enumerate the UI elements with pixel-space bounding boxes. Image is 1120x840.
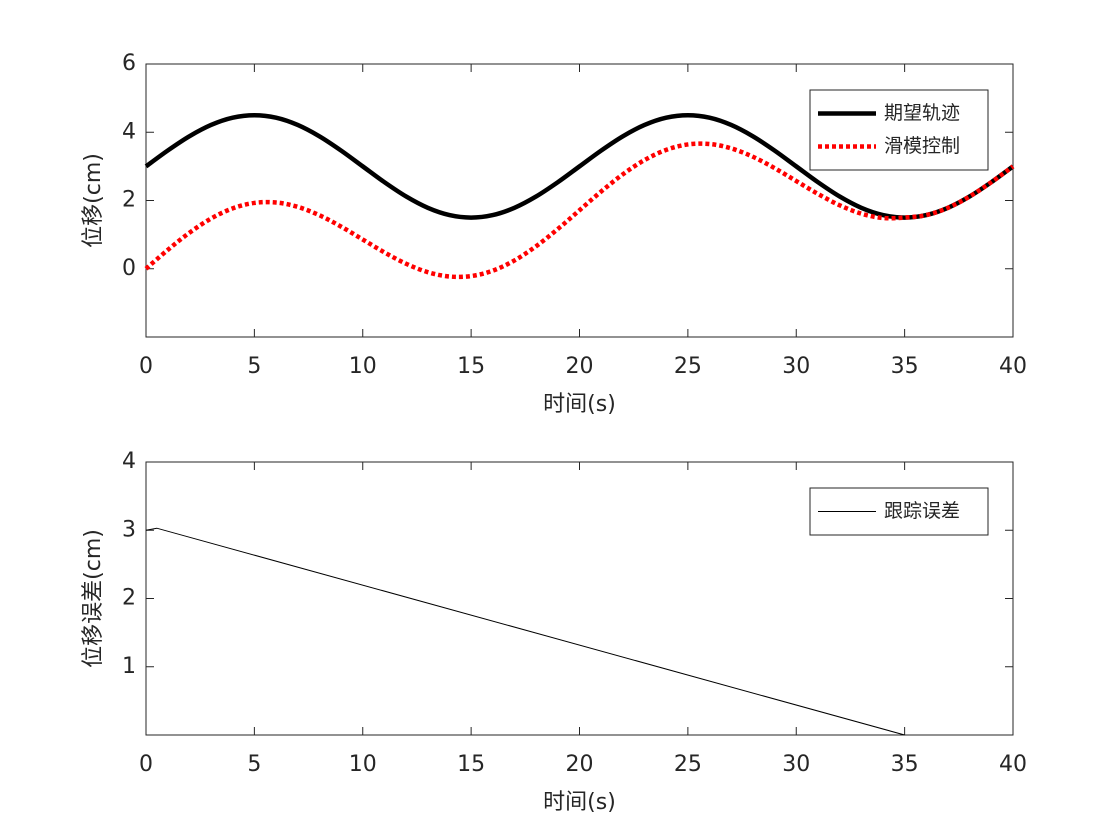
data-line [144, 141, 1015, 280]
x-tick-label: 40 [999, 752, 1027, 777]
x-tick-label: 25 [674, 354, 702, 379]
x-tick-label: 35 [891, 752, 919, 777]
x-tick-label: 25 [674, 752, 702, 777]
x-tick-label: 20 [566, 752, 594, 777]
x-tick-label: 30 [782, 354, 810, 379]
x-tick-label: 15 [457, 752, 485, 777]
y-tick-label: 0 [122, 256, 136, 281]
y-tick-label: 4 [122, 119, 136, 144]
y-axis-label: 位移误差(cm) [81, 529, 106, 668]
x-tick-label: 0 [139, 752, 153, 777]
x-tick-label: 20 [566, 354, 594, 379]
y-tick-label: 1 [122, 654, 136, 679]
x-axis-label: 时间(s) [543, 790, 616, 815]
y-tick-label: 2 [122, 188, 136, 213]
legend-label: 滑模控制 [884, 135, 960, 157]
legend-label: 期望轨迹 [884, 102, 960, 124]
x-tick-label: 5 [247, 354, 261, 379]
y-tick-label: 3 [122, 517, 136, 542]
legend-label: 跟踪误差 [884, 500, 960, 522]
y-tick-label: 6 [122, 51, 136, 76]
data-line [145, 527, 905, 736]
x-tick-label: 5 [247, 752, 261, 777]
data-line [144, 112, 1015, 220]
x-tick-label: 10 [349, 752, 377, 777]
y-tick-label: 2 [122, 586, 136, 611]
x-tick-label: 30 [782, 752, 810, 777]
x-tick-label: 15 [457, 354, 485, 379]
x-tick-label: 35 [891, 354, 919, 379]
y-tick-label: 4 [122, 449, 136, 474]
x-tick-label: 40 [999, 354, 1027, 379]
x-axis-label: 时间(s) [543, 392, 616, 417]
legend-box [809, 89, 989, 171]
y-axis-label: 位移(cm) [81, 153, 106, 248]
x-tick-label: 10 [349, 354, 377, 379]
x-tick-label: 0 [139, 354, 153, 379]
